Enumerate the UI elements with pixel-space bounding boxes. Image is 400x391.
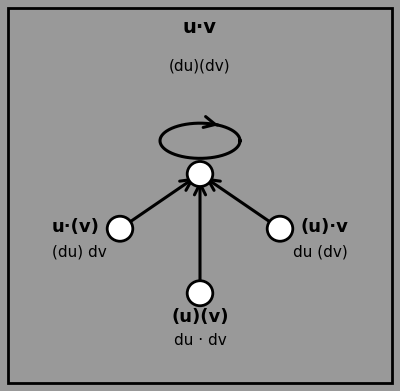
Text: du · dv: du · dv <box>174 333 226 348</box>
Circle shape <box>187 161 213 187</box>
Text: (u)·v: (u)·v <box>300 218 348 236</box>
Text: (u)(v): (u)(v) <box>171 308 229 326</box>
Text: (du) dv: (du) dv <box>52 245 107 260</box>
Text: u·v: u·v <box>183 18 217 37</box>
Circle shape <box>107 216 133 241</box>
Text: du (dv): du (dv) <box>293 245 348 260</box>
Text: u·(v): u·(v) <box>52 218 100 236</box>
Circle shape <box>187 281 213 306</box>
Text: (du)(dv): (du)(dv) <box>169 59 231 74</box>
Circle shape <box>267 216 293 241</box>
